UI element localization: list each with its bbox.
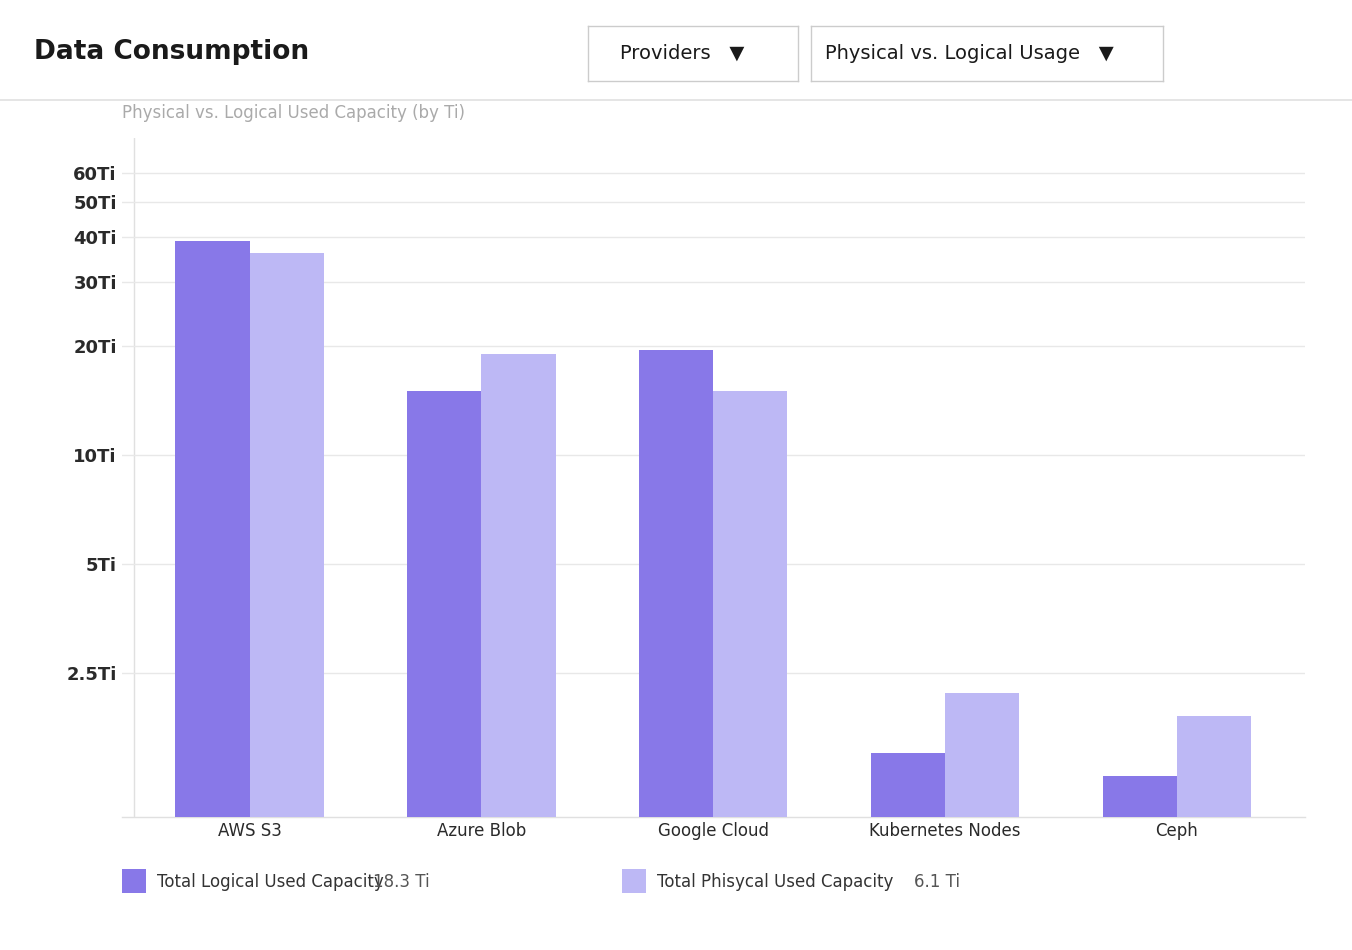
Bar	[250, 254, 323, 950]
Text: Total Phisycal Used Capacity: Total Phisycal Used Capacity	[657, 873, 894, 890]
Text: Physical vs. Logical Used Capacity (by Ti): Physical vs. Logical Used Capacity (by T…	[122, 104, 465, 122]
Bar	[714, 391, 787, 950]
Bar	[1103, 776, 1176, 950]
Text: Providers   ▼: Providers ▼	[621, 44, 745, 63]
Bar	[945, 693, 1019, 950]
Bar	[639, 350, 714, 950]
Text: Data Consumption: Data Consumption	[34, 39, 308, 66]
Bar	[407, 391, 481, 950]
Bar	[176, 240, 250, 950]
Text: Total Logical Used Capacity: Total Logical Used Capacity	[157, 873, 384, 890]
Text: Physical vs. Logical Usage   ▼: Physical vs. Logical Usage ▼	[825, 44, 1114, 63]
Bar	[871, 753, 945, 950]
Bar	[1176, 716, 1251, 950]
Bar	[481, 353, 556, 950]
Text: 18.3 Ti: 18.3 Ti	[373, 873, 430, 890]
Text: 6.1 Ti: 6.1 Ti	[914, 873, 960, 890]
